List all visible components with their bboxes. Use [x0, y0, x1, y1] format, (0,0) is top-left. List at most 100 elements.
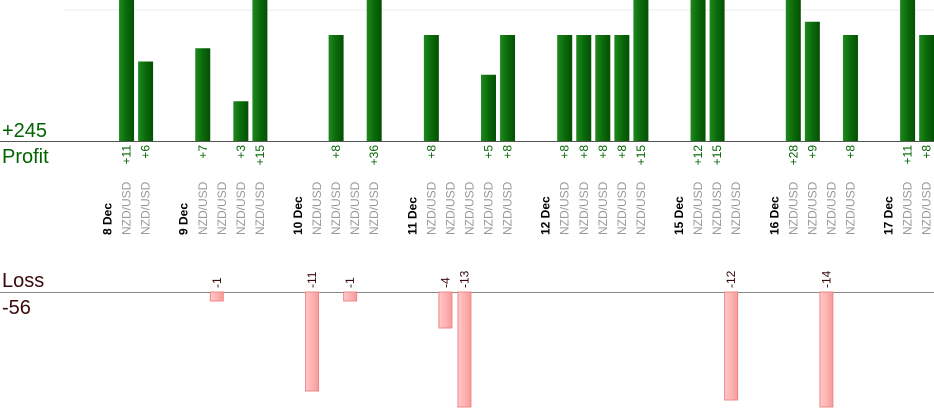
pair-label: NZD/USD [634, 181, 648, 235]
profit-value-label: +8 [558, 145, 572, 159]
profit-value-label: +12 [691, 145, 705, 166]
pair-label: NZD/USD [348, 181, 362, 235]
date-label: 15 Dec [672, 196, 686, 235]
pair-label: NZD/USD [501, 181, 515, 235]
profit-bar [195, 48, 211, 141]
date-label: 12 Dec [539, 196, 553, 235]
loss-bar [819, 291, 834, 408]
loss-value-label: -1 [210, 277, 224, 288]
pair-label: NZD/USD [482, 181, 496, 235]
profit-bar [366, 0, 382, 141]
date-label: 11 Dec [405, 197, 419, 235]
loss-value-label: -1 [343, 277, 357, 288]
profit-value-label: +8 [329, 145, 343, 159]
profit-value-label: +11 [901, 145, 915, 165]
profit-bar [481, 74, 496, 141]
profit-bar [138, 61, 154, 141]
profit-bar [233, 101, 249, 141]
profit-bar [500, 35, 516, 141]
profit-value-label: +8 [920, 145, 934, 159]
profit-bar [557, 35, 573, 141]
pair-label: NZD/USD [367, 181, 381, 235]
pair-label: NZD/USD [462, 181, 476, 235]
profit-bar [785, 0, 801, 141]
date-label: 9 Dec [177, 203, 191, 235]
pair-label: NZD/USD [824, 181, 838, 235]
pair-label: NZD/USD [215, 181, 229, 235]
profit-value-label: +9 [805, 145, 819, 159]
profit-value-label: +15 [634, 145, 648, 166]
profit-bar [595, 35, 611, 141]
pair-label: NZD/USD [234, 181, 248, 235]
pair-label: NZD/USD [691, 181, 705, 235]
profit-value-label: +11 [120, 145, 134, 165]
profit-total: +245 [2, 120, 48, 142]
profit-bar [804, 21, 820, 141]
loss-value-label: -14 [819, 270, 833, 288]
loss-label: Loss [2, 270, 45, 292]
date-label: 16 Dec [767, 196, 781, 235]
pair-label: NZD/USD [786, 181, 800, 235]
date-label: 8 Dec [101, 203, 115, 235]
profit-value-label: +5 [482, 145, 496, 159]
pair-label: NZD/USD [729, 181, 743, 235]
profit-value-label: +36 [367, 145, 381, 166]
loss-value-label: -4 [438, 277, 452, 288]
pair-label: NZD/USD [558, 181, 572, 235]
profit-bar [709, 0, 725, 141]
pair-label: NZD/USD [596, 181, 610, 235]
loss-bar [457, 291, 472, 408]
loss-bar [305, 291, 320, 392]
profit-value-label: +6 [139, 145, 153, 159]
loss-value-label: -13 [457, 270, 471, 288]
loss-bar [724, 291, 739, 401]
loss-value-label: -12 [724, 270, 738, 288]
loss-bar [438, 291, 453, 329]
profit-value-label: +15 [253, 145, 267, 166]
profit-bar [119, 0, 135, 141]
loss-bar [343, 291, 358, 302]
profit-value-label: +15 [710, 145, 724, 166]
pair-label: NZD/USD [196, 181, 210, 235]
pair-label: NZD/USD [329, 181, 343, 235]
profit-value-label: +8 [843, 145, 857, 159]
profit-value-label: +8 [596, 145, 610, 159]
chart-marks: 8 Dec NZD/USD +11 NZD/USD +6 9 Dec NZD/USD +7 NZ… [101, 0, 934, 408]
profit-bar [842, 35, 858, 141]
pair-label: NZD/USD [424, 181, 438, 235]
profit-value-label: +8 [501, 145, 515, 159]
profit-value-label: +3 [234, 145, 248, 159]
pair-label: NZD/USD [139, 181, 153, 235]
pair-label: NZD/USD [310, 181, 324, 235]
loss-value-label: -11 [305, 271, 319, 288]
profit-bar [900, 0, 916, 141]
profit-bar [252, 0, 268, 141]
profit-bar [328, 35, 344, 141]
pair-label: NZD/USD [805, 181, 819, 235]
profit-value-label: +8 [424, 145, 438, 159]
profit-bar [690, 0, 706, 141]
date-label: 17 Dec [882, 196, 896, 235]
pair-label: NZD/USD [120, 181, 134, 235]
loss-bar [209, 291, 224, 302]
profit-bar [576, 35, 592, 141]
profit-bar [633, 0, 649, 141]
profit-bar [423, 35, 439, 141]
date-label: 10 Dec [291, 196, 305, 235]
loss-total: -56 [2, 297, 31, 319]
profit-value-label: +8 [577, 145, 591, 159]
pair-label: NZD/USD [577, 181, 591, 235]
pair-label: NZD/USD [901, 181, 915, 235]
profit-value-label: +7 [196, 145, 210, 159]
pair-label: NZD/USD [843, 181, 857, 235]
pair-label: NZD/USD [615, 181, 629, 235]
profit-value-label: +28 [786, 145, 800, 166]
pair-label: NZD/USD [920, 181, 934, 235]
pair-label: NZD/USD [253, 181, 267, 235]
profit-value-label: +8 [615, 145, 629, 159]
profit-bar [614, 35, 630, 141]
pair-label: NZD/USD [710, 181, 724, 235]
profit-label: Profit [2, 146, 49, 168]
profit-bar [919, 35, 934, 141]
